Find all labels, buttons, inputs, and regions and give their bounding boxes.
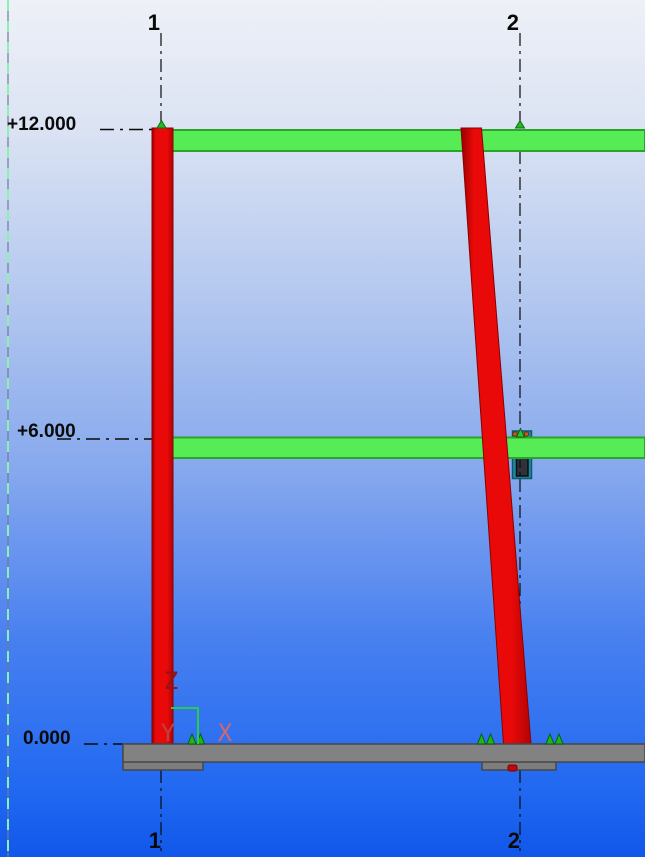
beam-level-6[interactable] xyxy=(170,436,645,459)
support-markers xyxy=(187,732,564,745)
ucs-axis-lines xyxy=(171,707,199,744)
support-marker xyxy=(187,732,197,745)
column-grid-1[interactable] xyxy=(151,127,174,745)
support-marker xyxy=(545,732,555,745)
grid-point-marker xyxy=(514,119,526,129)
grid-label-1-bottom: 1 xyxy=(149,828,161,853)
ground-strip[interactable] xyxy=(122,743,645,763)
level-label-12000: +12.000 xyxy=(7,114,76,135)
level-label-6000: +6.000 xyxy=(17,421,76,442)
support-marker xyxy=(485,732,496,745)
axis-label-z: Z xyxy=(164,667,178,695)
grid-label-1-top: 1 xyxy=(148,10,160,35)
grid-label-2-bottom: 2 xyxy=(508,828,520,853)
grid-lines[interactable] xyxy=(160,33,521,851)
connection-handle-dot xyxy=(512,431,518,437)
support-marker xyxy=(476,732,487,745)
level-lines[interactable] xyxy=(57,128,161,745)
support-marker xyxy=(554,732,564,745)
connection-symbol-cone[interactable] xyxy=(515,427,526,438)
connection-handle-dot xyxy=(523,431,530,437)
column-grid-2-base-tip xyxy=(507,764,518,772)
grid-label-2-top: 2 xyxy=(507,10,519,35)
axis-label-y: Y xyxy=(161,719,176,747)
beam-level-12[interactable] xyxy=(170,129,645,152)
axis-label-x: X xyxy=(218,719,233,747)
level-label-0000: 0.000 xyxy=(23,728,71,749)
grid-point-marker xyxy=(156,119,167,129)
